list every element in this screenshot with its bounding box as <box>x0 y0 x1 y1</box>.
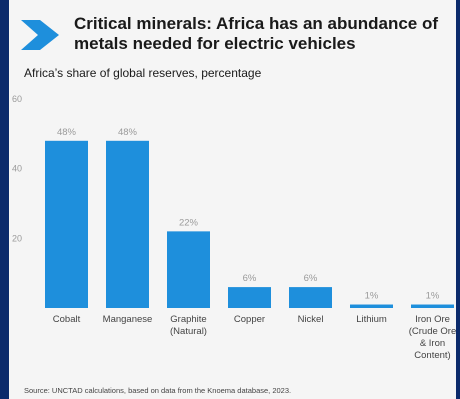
data-label: 48% <box>118 127 138 138</box>
left-frame-band <box>0 0 9 399</box>
chevron-right-icon <box>21 20 59 50</box>
x-tick-label-line: Manganese <box>103 314 153 325</box>
x-tick-label-line: Nickel <box>298 314 324 325</box>
y-tick-label: 60 <box>12 94 22 104</box>
x-tick-label-line: Iron Ore <box>415 314 450 325</box>
x-tick-label: Copper <box>234 314 265 325</box>
x-tick-label-line: Cobalt <box>53 314 81 325</box>
bar <box>228 287 271 308</box>
x-tick-label: Cobalt <box>53 314 81 325</box>
x-tick-label: Nickel <box>298 314 324 325</box>
x-tick-label: Iron Ore (Crude Ore & Iron Content) <box>409 314 456 361</box>
x-tick-label-line: Copper <box>234 314 265 325</box>
bar-chart: 20 40 60 48% Cobalt 48% Manganese 22% Graphite (N… <box>12 94 456 361</box>
bar <box>289 287 332 308</box>
data-label: 1% <box>365 291 379 302</box>
data-label: 6% <box>304 273 318 284</box>
source-note: Source: UNCTAD calculations, based on da… <box>24 386 292 395</box>
x-tick-label: Graphite (Natural) <box>170 314 207 337</box>
data-label: 22% <box>179 217 199 228</box>
data-label: 6% <box>243 273 257 284</box>
bar <box>350 304 393 308</box>
x-tick-label-line: Content) <box>414 350 450 361</box>
bar <box>45 140 88 308</box>
data-label: 1% <box>426 291 440 302</box>
x-tick-label-line: Lithium <box>356 314 387 325</box>
bar <box>167 231 210 308</box>
right-frame-band <box>456 0 460 399</box>
data-label: 48% <box>57 127 77 138</box>
chart-title: Critical minerals: Africa has an abundan… <box>74 14 439 53</box>
chart-card: Critical minerals: Africa has an abundan… <box>9 0 456 399</box>
y-tick-label: 20 <box>12 233 22 243</box>
x-tick-label-line: (Crude Ore <box>409 326 456 337</box>
bar <box>411 304 454 308</box>
x-tick-label: Manganese <box>103 314 153 325</box>
y-tick-label: 40 <box>12 164 22 174</box>
x-tick-label: Lithium <box>356 314 387 325</box>
x-tick-label-line: & Iron <box>420 338 445 349</box>
x-tick-label-line: Graphite <box>170 314 206 325</box>
x-tick-label-line: (Natural) <box>170 326 207 337</box>
chart-subtitle: Africa’s share of global reserves, perce… <box>24 66 262 80</box>
bar <box>106 140 149 308</box>
